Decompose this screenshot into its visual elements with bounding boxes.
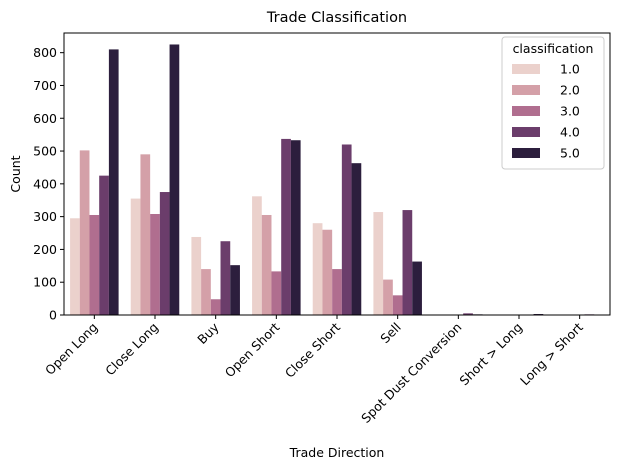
bar-4-series-1 — [252, 196, 262, 315]
bar-6-series-1 — [373, 212, 384, 315]
bar-5-series-4 — [341, 144, 352, 315]
bar-3-series-3 — [210, 299, 221, 315]
legend-swatch — [512, 127, 540, 137]
y-tick-label: 0 — [49, 308, 57, 323]
y-tick-label: 300 — [33, 209, 57, 224]
bar-6-series-4 — [402, 210, 413, 315]
y-tick-label: 600 — [33, 111, 57, 126]
bar-3-series-2 — [201, 269, 211, 315]
x-axis-label: Trade Direction — [289, 445, 385, 460]
bar-5-series-3 — [332, 269, 342, 315]
legend: classification 1.0 2.0 3.0 4.0 5.0 — [501, 36, 605, 170]
x-ticks: Open Long Close Long Buy Open Short Close Sh… — [42, 315, 586, 426]
bar-4-series-5 — [290, 140, 301, 315]
y-ticks: 0 100 200 300 400 500 600 700 800 — [33, 45, 64, 323]
x-tick-label: Close Short — [282, 319, 343, 380]
x-tick-label: Long > Short — [517, 319, 586, 388]
y-tick-label: 100 — [33, 275, 57, 290]
x-tick-label: Open Long — [42, 320, 100, 378]
legend-swatch — [512, 85, 540, 95]
x-tick-label: Open Short — [222, 319, 283, 380]
bar-3-series-5 — [230, 265, 240, 315]
y-tick-label: 200 — [33, 242, 57, 257]
x-tick-label: Buy — [194, 319, 222, 347]
bar-5-series-1 — [312, 223, 323, 315]
legend-label: 3.0 — [560, 104, 580, 119]
x-tick-label: Sell — [377, 320, 404, 347]
bar-2-series-2 — [140, 154, 151, 315]
bar-1-series-4 — [99, 175, 109, 315]
legend-items: 1.0 2.0 3.0 4.0 5.0 — [512, 62, 580, 161]
legend-swatch — [512, 106, 540, 116]
bar-1-series-5 — [108, 49, 119, 316]
bar-4-series-4 — [281, 138, 291, 315]
x-tick-label: Spot Dust Conversion — [358, 320, 464, 426]
bar-3-series-4 — [220, 241, 231, 315]
bar-1-series-3 — [89, 214, 100, 315]
bars-group — [70, 44, 595, 316]
bar-6-series-3 — [392, 295, 403, 315]
y-tick-label: 800 — [33, 45, 57, 60]
legend-swatch — [512, 64, 540, 74]
legend-label: 2.0 — [560, 83, 580, 98]
bar-6-series-5 — [412, 261, 422, 315]
bar-7-series-4 — [463, 313, 473, 315]
bar-4-series-2 — [261, 214, 272, 315]
legend-label: 5.0 — [560, 146, 580, 161]
bar-3-series-1 — [191, 236, 202, 315]
bar-2-series-4 — [159, 192, 170, 315]
bar-5-series-2 — [322, 229, 333, 315]
bar-2-series-3 — [150, 214, 160, 315]
legend-swatch — [512, 148, 540, 158]
legend-label: 4.0 — [560, 125, 580, 140]
bar-2-series-1 — [130, 198, 141, 315]
bar-4-series-3 — [271, 271, 282, 315]
y-tick-label: 700 — [33, 78, 57, 93]
chart-title: Trade Classification — [266, 10, 407, 26]
bar-2-series-5 — [169, 44, 180, 315]
legend-title: classification — [513, 41, 594, 56]
y-tick-label: 400 — [33, 176, 57, 191]
y-tick-label: 500 — [33, 144, 57, 159]
x-tick-label: Short > Long — [456, 320, 525, 389]
bar-1-series-1 — [70, 218, 80, 315]
bar-1-series-2 — [79, 150, 90, 315]
bar-6-series-2 — [383, 279, 393, 315]
x-tick-label: Close Long — [102, 320, 161, 379]
legend-label: 1.0 — [560, 62, 580, 77]
bar-5-series-5 — [351, 163, 362, 315]
y-axis-label: Count — [8, 155, 23, 192]
